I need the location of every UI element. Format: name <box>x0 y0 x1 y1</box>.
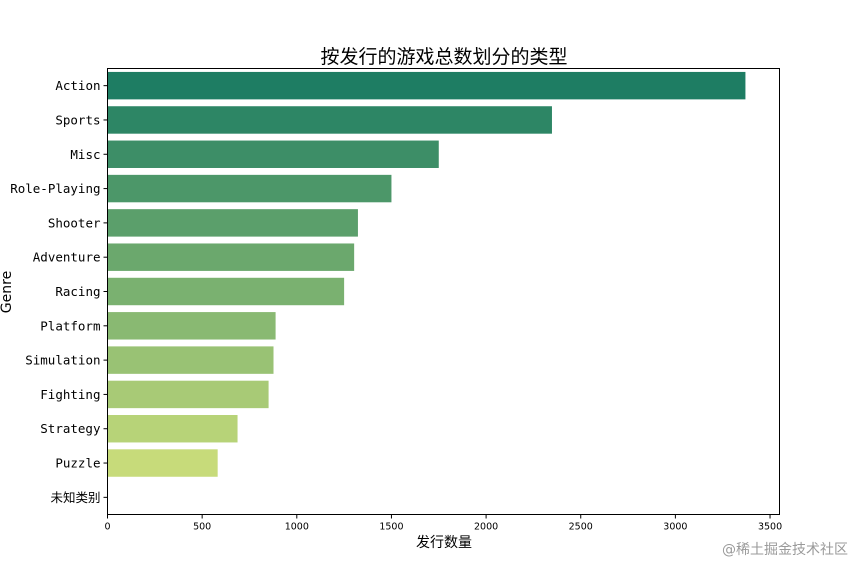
bar-strategy <box>107 415 238 443</box>
y-tick-label: Platform <box>40 318 100 333</box>
x-tick-label: 500 <box>193 522 211 533</box>
x-tick-label: 0 <box>104 522 110 533</box>
y-tick-label: Action <box>55 78 100 93</box>
chart-title: 按发行的游戏总数划分的类型 <box>320 46 567 68</box>
y-tick-label: Shooter <box>48 215 101 230</box>
bar-adventure <box>107 243 355 271</box>
y-axis-label: Genre <box>0 271 15 313</box>
y-tick-label: Strategy <box>40 421 101 436</box>
y-tick-label: Fighting <box>40 387 100 402</box>
y-tick-label: Role-Playing <box>10 181 100 196</box>
plot-frame <box>107 68 780 515</box>
bar-role-playing <box>107 174 392 203</box>
x-tick-label: 1000 <box>285 522 309 533</box>
y-tick-label: Racing <box>55 284 100 299</box>
x-tick-group: 0 500 1000 1500 2000 2500 3000 3500 <box>104 514 782 533</box>
x-tick-label: 1500 <box>379 522 403 533</box>
bar-puzzle <box>107 449 218 477</box>
watermark: @稀土掘金技术社区 <box>722 542 848 558</box>
x-tick-label: 3500 <box>758 522 782 533</box>
bar-sports <box>107 106 552 134</box>
bar-action <box>107 71 746 100</box>
x-axis-label: 发行数量 <box>416 535 472 551</box>
x-tick-label: 2000 <box>474 522 498 533</box>
y-tick-group: Action Sports Misc Role-Playing Shooter Adven… <box>10 78 108 505</box>
bars-group <box>107 71 746 512</box>
bar-platform <box>107 312 276 340</box>
y-tick-label: Misc <box>70 147 100 162</box>
y-tick-label: Adventure <box>33 250 101 265</box>
bar-misc <box>107 140 439 168</box>
bar-fighting <box>107 380 269 409</box>
bar-shooter <box>107 209 358 237</box>
bar-racing <box>107 277 345 306</box>
x-tick-label: 2500 <box>569 522 593 533</box>
y-tick-label: Simulation <box>25 353 100 368</box>
bar-simulation <box>107 346 274 374</box>
x-tick-label: 3000 <box>663 522 687 533</box>
y-tick-label: 未知类别 <box>50 490 100 505</box>
y-tick-label: Puzzle <box>55 456 100 471</box>
y-tick-label: Sports <box>55 112 100 127</box>
